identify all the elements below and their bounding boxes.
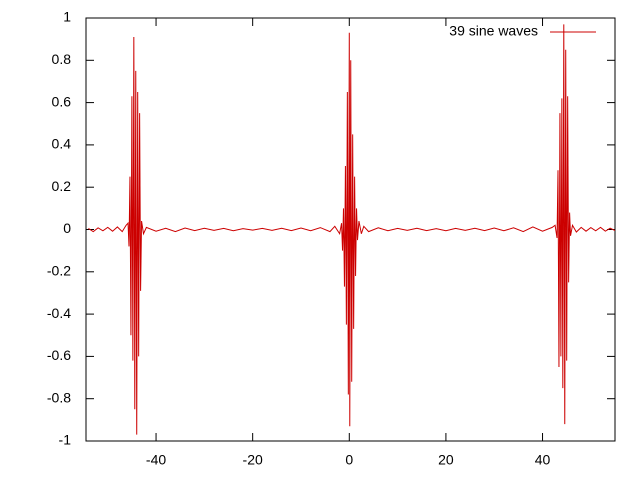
x-tick-label: 40 [535,452,551,468]
y-tick-label: -0.2 [47,263,71,279]
y-tick-label: 1 [63,9,71,25]
y-tick-label: -0.4 [47,305,71,321]
y-tick-label: -1 [59,432,72,448]
y-tick-label: 0.2 [52,178,72,194]
x-tick-label: 0 [345,452,353,468]
y-tick-label: -0.8 [47,389,71,405]
x-tick-label: -20 [243,452,263,468]
y-tick-label: 0.4 [52,136,72,152]
y-tick-label: 0.8 [52,51,72,67]
x-tick-label: 20 [438,452,454,468]
legend-label: 39 sine waves [449,23,538,39]
y-tick-label: 0.6 [52,93,72,109]
y-tick-label: -0.6 [47,347,71,363]
series-line [88,24,616,435]
y-tick-label: 0 [63,220,71,236]
x-tick-label: -40 [146,452,166,468]
